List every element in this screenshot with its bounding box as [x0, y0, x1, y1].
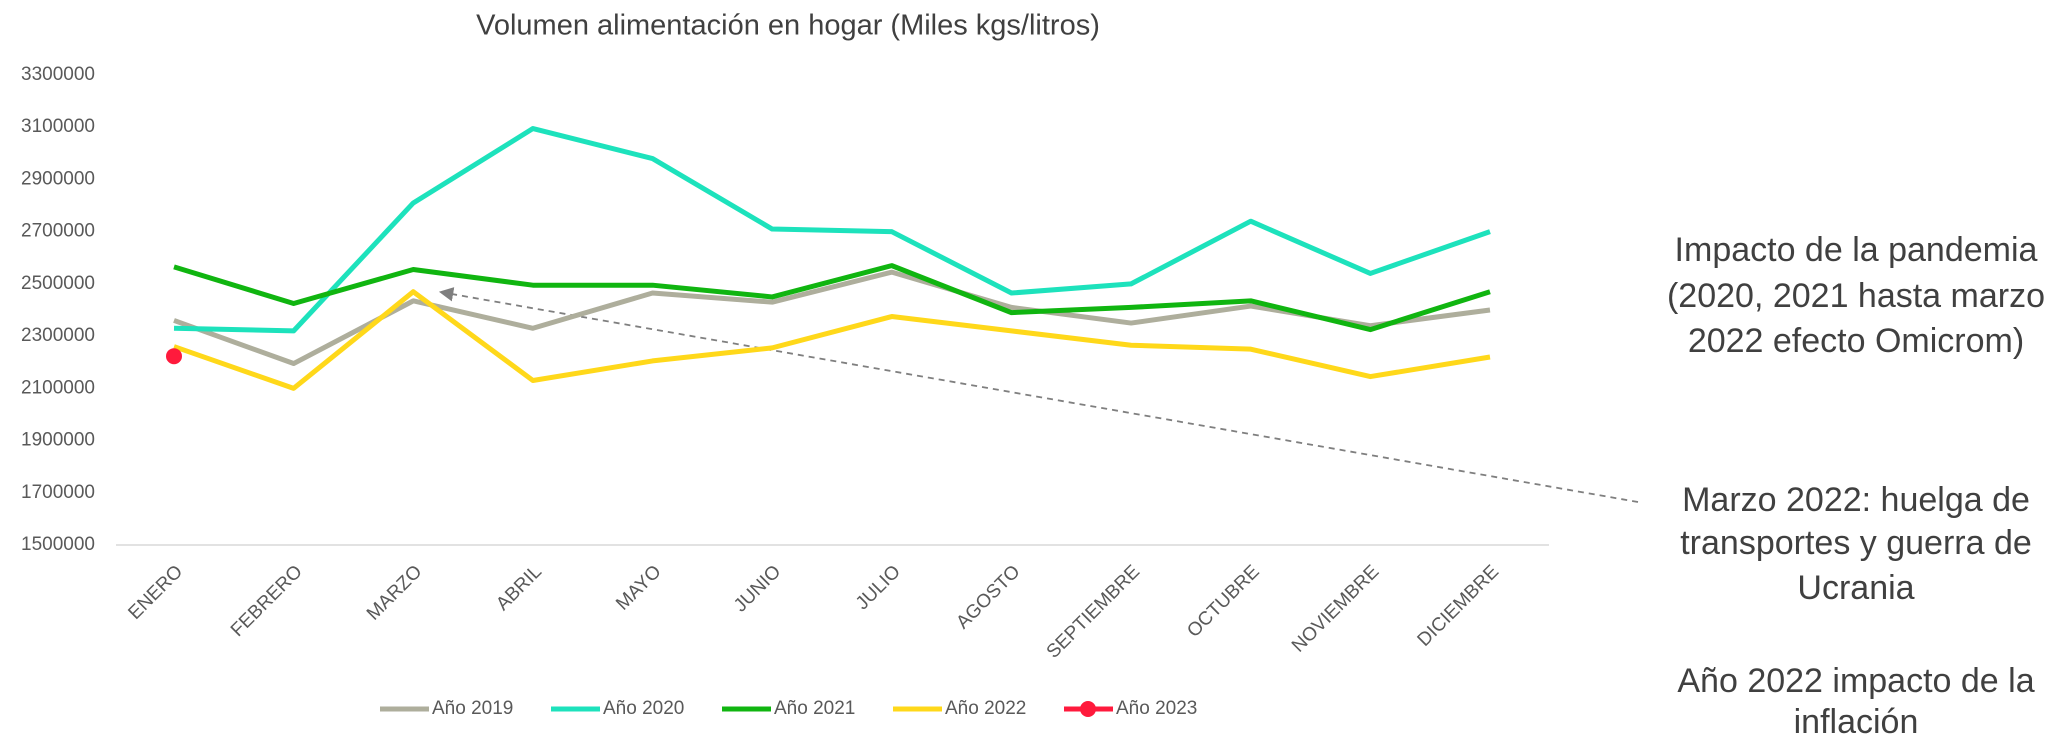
y-tick-label: 2300000	[21, 325, 95, 346]
y-tick-label: 1500000	[21, 534, 95, 555]
x-tick-label: JULIO	[852, 561, 905, 614]
annotation: 2022 efecto Omicrom)	[1688, 322, 2024, 360]
y-tick-label: 2500000	[21, 273, 95, 294]
x-tick-label: SEPTIEMBRE	[1043, 561, 1144, 662]
legend-label: Año 2020	[603, 698, 684, 719]
x-tick-label: AGOSTO	[952, 561, 1024, 633]
annotation: Ucrania	[1797, 569, 1914, 607]
legend-label: Año 2023	[1116, 698, 1197, 719]
annotation: inflación	[1794, 703, 1919, 741]
annotation: Año 2022 impacto de la	[1677, 662, 2034, 700]
legend-label: Año 2019	[432, 698, 513, 719]
x-tick-label: MAYO	[612, 561, 665, 614]
annotation: Marzo 2022: huelga de	[1682, 481, 2030, 519]
x-tick-label: JUNIO	[730, 561, 785, 616]
y-tick-label: 3100000	[21, 116, 95, 137]
x-tick-label: NOVIEMBRE	[1288, 561, 1383, 656]
annotation: (2020, 2021 hasta marzo	[1667, 277, 2045, 315]
x-tick-label: ENERO	[124, 561, 187, 624]
legend-label: Año 2021	[774, 698, 855, 719]
y-tick-label: 1700000	[21, 482, 95, 503]
x-tick-label: FEBRERO	[227, 561, 307, 641]
x-tick-label: OCTUBRE	[1183, 561, 1264, 642]
chart-title: Volumen alimentación en hogar (Miles kgs…	[476, 10, 1100, 42]
y-tick-label: 2700000	[21, 221, 95, 242]
series-line	[173, 263, 1491, 333]
legend-marker	[1080, 701, 1096, 717]
series-line	[173, 126, 1491, 334]
series-line	[173, 289, 1491, 391]
x-tick-label: MARZO	[363, 561, 426, 624]
series-line	[173, 269, 1491, 367]
annotation-arrow	[438, 287, 1639, 503]
y-tick-label: 3300000	[21, 64, 95, 85]
x-tick-label: DICIEMBRE	[1414, 561, 1504, 651]
series-marker	[166, 348, 182, 365]
annotation: Impacto de la pandemia	[1675, 231, 2038, 269]
x-tick-label: ABRIL	[492, 561, 546, 615]
y-tick-label: 2900000	[21, 168, 95, 189]
legend-label: Año 2022	[945, 698, 1026, 719]
annotation: transportes y guerra de	[1680, 524, 2032, 562]
y-tick-label: 1900000	[21, 430, 95, 451]
y-tick-label: 2100000	[21, 377, 95, 398]
